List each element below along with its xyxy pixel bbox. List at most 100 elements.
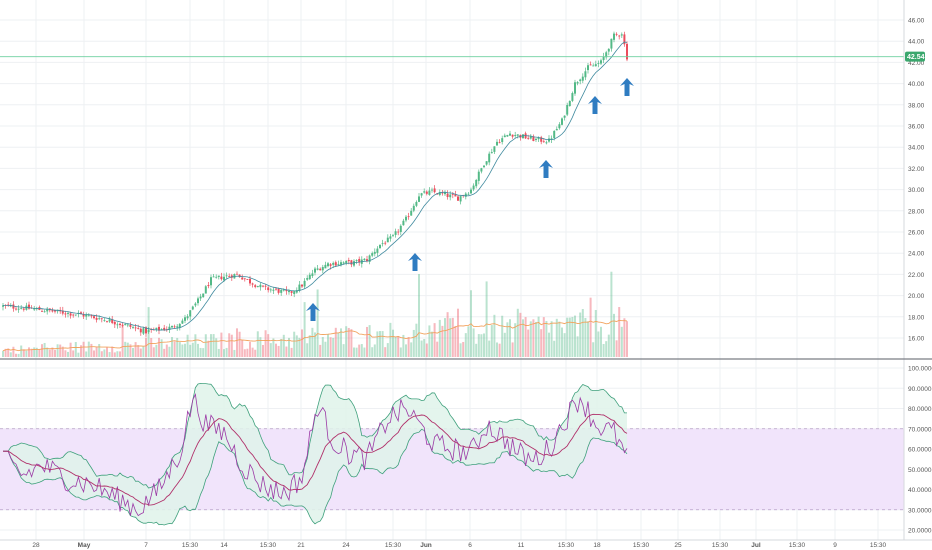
volume-bar	[610, 271, 613, 357]
candle-body	[568, 100, 571, 107]
candle-body	[537, 137, 540, 140]
volume-bar	[59, 344, 62, 357]
volume-bar	[384, 347, 387, 357]
volume-bar	[415, 323, 418, 357]
volume-bar	[220, 332, 223, 357]
candle-body	[581, 76, 584, 81]
candle-body	[319, 268, 322, 271]
volume-bar	[173, 341, 176, 357]
volume-bar	[314, 332, 316, 357]
volume-bar	[288, 337, 290, 357]
volume-bar	[568, 317, 571, 357]
rsi-upper-band	[2, 382, 627, 489]
candle-body	[490, 152, 493, 154]
volume-bar	[241, 339, 244, 357]
candle-body	[100, 318, 103, 320]
candle-body	[532, 136, 535, 142]
candle-body	[225, 275, 228, 277]
volume-bar	[337, 332, 340, 357]
volume-bar	[620, 326, 623, 357]
candle-body	[293, 291, 296, 295]
candle-body	[108, 319, 111, 322]
rsi-axis-label: 90.0000	[908, 386, 932, 393]
time-axis-label: 15:30	[633, 542, 650, 549]
candle-body	[592, 65, 595, 67]
candle-body	[285, 289, 288, 292]
volume-bar	[64, 350, 67, 357]
volume-bar	[324, 341, 327, 357]
candle-body	[475, 179, 478, 187]
time-axis-label: 11	[518, 542, 525, 549]
candle-body	[483, 165, 485, 168]
time-axis-label: 21	[297, 542, 305, 549]
volume-bar	[54, 349, 56, 357]
candle-body	[80, 312, 82, 315]
volume-bar	[397, 336, 400, 357]
volume-bar	[275, 343, 277, 357]
volume-bar	[618, 307, 621, 357]
volume-bars	[2, 271, 628, 357]
candle-body	[301, 284, 303, 287]
volume-bar	[184, 343, 186, 357]
candle-body	[121, 324, 124, 326]
price-axis-label: 38.00	[908, 102, 925, 109]
time-axis-label: 7	[144, 542, 148, 549]
price-moving-average	[3, 41, 628, 331]
candle-body	[243, 278, 246, 280]
candle-body	[428, 190, 431, 195]
volume-bar	[527, 329, 530, 357]
time-axis-label: 15:30	[385, 542, 402, 549]
time-axis-label: Jun	[420, 542, 432, 549]
volume-bar	[574, 315, 576, 357]
candle-body	[561, 118, 563, 125]
candle-body	[420, 193, 423, 196]
candle-body	[116, 324, 119, 326]
volume-bar	[626, 321, 628, 357]
candle-body	[43, 311, 46, 313]
up-arrow-icon	[588, 96, 602, 114]
time-axis-label: 15:30	[789, 542, 806, 549]
volume-bar	[152, 347, 155, 357]
candle-body	[158, 326, 160, 331]
candle-body	[199, 296, 202, 299]
candle-body	[17, 308, 20, 310]
candle-body	[106, 321, 108, 323]
volume-bar	[134, 342, 137, 357]
candle-body	[493, 146, 496, 152]
candle-body	[587, 65, 589, 71]
candle-body	[579, 79, 582, 82]
candle-body	[295, 290, 298, 293]
volume-bar	[225, 347, 228, 357]
volume-bar	[535, 321, 537, 357]
candle-body	[269, 289, 272, 291]
volume-bar	[368, 325, 371, 357]
volume-bar	[584, 317, 587, 357]
up-arrow-icon	[620, 78, 634, 96]
indicator-lines	[0, 41, 904, 517]
volume-bar	[142, 346, 145, 357]
candle-body	[189, 310, 192, 317]
candle-body	[522, 134, 524, 139]
candle-body	[223, 276, 225, 281]
time-axis-label: 28	[32, 542, 40, 549]
volume-bar	[269, 343, 272, 357]
candle-body	[441, 192, 444, 194]
volume-bar	[433, 323, 436, 357]
time-axis-label: 14	[220, 542, 228, 549]
volume-bar	[334, 327, 337, 357]
volume-bar	[555, 318, 558, 357]
candle-body	[363, 258, 366, 261]
volume-bar	[345, 326, 348, 357]
volume-bar	[20, 345, 23, 357]
volume-bar	[579, 312, 582, 357]
volume-bar	[233, 349, 236, 357]
candle-body	[54, 310, 56, 312]
volume-bar	[389, 322, 392, 357]
candle-body	[202, 293, 205, 298]
volume-bar	[506, 322, 509, 357]
candle-body	[41, 310, 43, 312]
candle-body	[113, 321, 116, 325]
volume-bar	[379, 331, 381, 357]
candle-body	[589, 64, 592, 66]
volume-bar	[264, 330, 267, 357]
